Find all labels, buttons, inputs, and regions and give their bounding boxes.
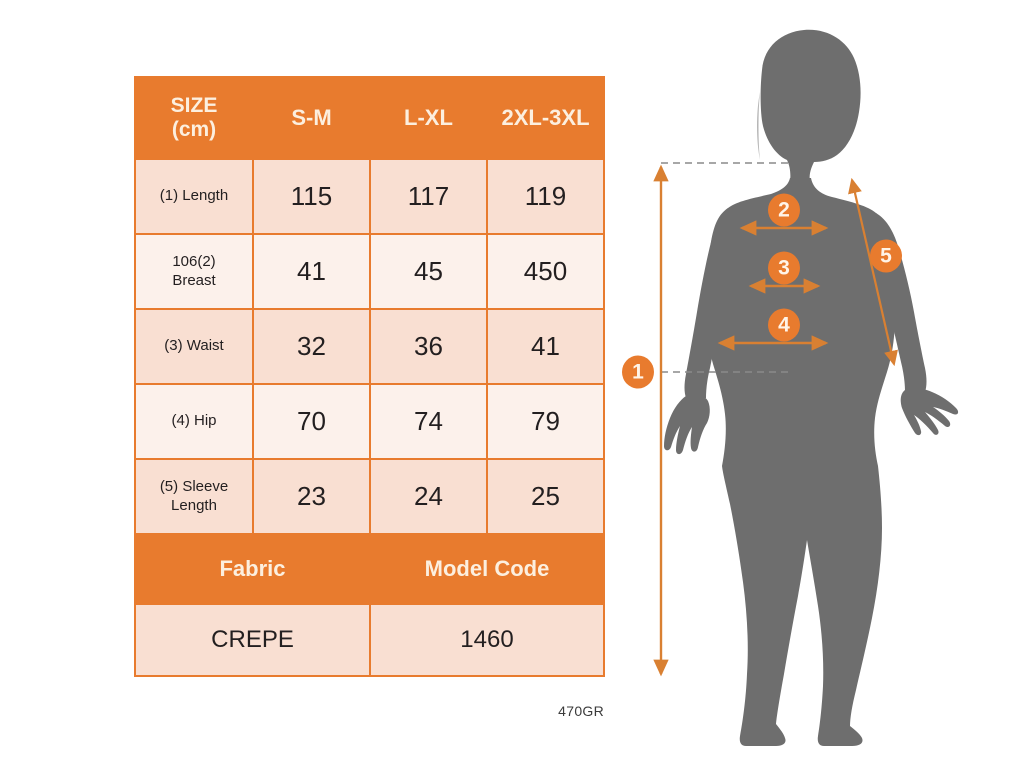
row-label-sleeve-line1: (5) Sleeve [159, 477, 229, 495]
measurement-arrow-sleeve-length [848, 177, 898, 367]
cell-waist-l-xl: 36 [369, 308, 488, 385]
header-size-line2: (cm) [171, 118, 217, 141]
row-label-hip: (4) Hip [134, 383, 254, 460]
sleeve-arrow-line [848, 177, 898, 367]
header-size-cm: SIZE (cm) [134, 76, 254, 160]
callout-badge-5-label: 5 [880, 245, 892, 268]
row-label-sleeve-line2: Length [171, 496, 217, 514]
table-footer-value-row: CREPE 1460 [134, 603, 605, 677]
cell-waist-s-m: 32 [252, 308, 371, 385]
callout-badge-3: 3 [768, 251, 800, 285]
callout-badge-4: 4 [768, 308, 800, 342]
callout-badge-1-label: 1 [632, 361, 644, 384]
callout-badge-3-label: 3 [778, 257, 790, 280]
table-row: (1) Length 115 117 119 [134, 158, 605, 235]
callout-badge-2: 2 [768, 193, 800, 227]
cell-sleeve-2xl-3xl: 25 [486, 458, 605, 535]
row-label-breast: 106(2) Breast [134, 233, 254, 310]
size-chart-table: SIZE (cm) S-M L-XL 2XL-3XL (1) Length 11… [134, 76, 605, 677]
header-column-s-m: S-M [252, 76, 371, 160]
cell-length-l-xl: 117 [369, 158, 488, 235]
row-label-breast-line1: 106(2) [172, 252, 216, 270]
cell-hip-2xl-3xl: 79 [486, 383, 605, 460]
cell-breast-2xl-3xl: 450 [486, 233, 605, 310]
cell-length-s-m: 115 [252, 158, 371, 235]
cell-hip-s-m: 70 [252, 383, 371, 460]
row-label-waist: (3) Waist [134, 308, 254, 385]
footer-value-model-code: 1460 [369, 603, 605, 677]
cell-hip-l-xl: 74 [369, 383, 488, 460]
table-row: 106(2) Breast 41 45 450 [134, 233, 605, 310]
cell-waist-2xl-3xl: 41 [486, 308, 605, 385]
callout-badge-1: 1 [622, 355, 654, 389]
cell-breast-l-xl: 45 [369, 233, 488, 310]
callout-badge-4-label: 4 [778, 314, 790, 337]
row-label-length: (1) Length [134, 158, 254, 235]
cell-sleeve-l-xl: 24 [369, 458, 488, 535]
callout-badge-2-label: 2 [778, 199, 790, 222]
table-row: (5) Sleeve Length 23 24 25 [134, 458, 605, 535]
female-body-silhouette [664, 29, 959, 746]
header-size-line1: SIZE [170, 94, 218, 118]
header-column-l-xl: L-XL [369, 76, 488, 160]
row-label-sleeve-length: (5) Sleeve Length [134, 458, 254, 535]
cell-sleeve-s-m: 23 [252, 458, 371, 535]
footer-header-model-code: Model Code [369, 533, 605, 605]
footer-header-fabric: Fabric [134, 533, 371, 605]
header-column-2xl-3xl: 2XL-3XL [486, 76, 605, 160]
garment-weight-code: 470GR [558, 703, 604, 719]
callout-badge-5: 5 [870, 239, 902, 273]
cell-length-2xl-3xl: 119 [486, 158, 605, 235]
size-chart-table-container: SIZE (cm) S-M L-XL 2XL-3XL (1) Length 11… [134, 76, 605, 696]
footer-value-fabric: CREPE [134, 603, 371, 677]
table-row: (3) Waist 32 36 41 [134, 308, 605, 385]
cell-breast-s-m: 41 [252, 233, 371, 310]
measurement-arrow-length [653, 162, 789, 677]
body-measurement-diagram: 1 2 3 4 5 [614, 0, 1024, 771]
table-footer-header-row: Fabric Model Code [134, 533, 605, 605]
row-label-breast-line2: Breast [172, 271, 216, 289]
table-header-row: SIZE (cm) S-M L-XL 2XL-3XL [134, 76, 605, 160]
table-row: (4) Hip 70 74 79 [134, 383, 605, 460]
